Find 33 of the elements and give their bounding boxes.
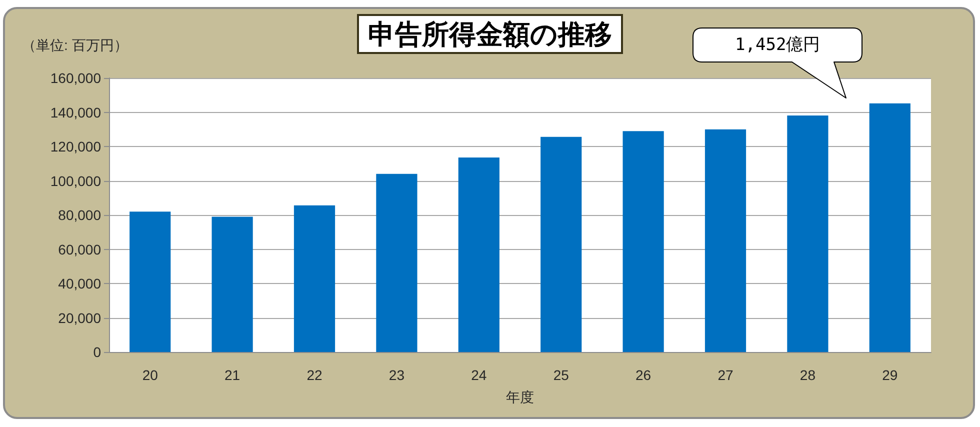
y-tick-label: 120,000	[50, 138, 102, 154]
x-tick-label: 22	[306, 367, 322, 383]
x-tick-label: 20	[142, 367, 158, 383]
x-tick-label: 25	[553, 367, 570, 383]
x-tick-label: 28	[800, 367, 816, 383]
bar	[458, 157, 500, 352]
bar	[704, 129, 746, 352]
y-tick-label: 140,000	[50, 104, 102, 120]
bar	[130, 212, 171, 352]
x-tick-label: 26	[636, 367, 652, 383]
x-tick-label: 23	[388, 367, 405, 383]
bar	[869, 103, 910, 352]
y-tick-label: 80,000	[58, 207, 102, 223]
y-tick-label: 20,000	[58, 310, 102, 326]
y-tick-label: 160,000	[50, 70, 102, 86]
chart-title: 申告所得金額の推移	[368, 20, 612, 50]
text: 1,452億円	[735, 35, 820, 55]
bar	[294, 205, 336, 352]
bar	[540, 136, 582, 352]
x-axis-title: 年度	[506, 389, 534, 405]
x-tick-label: 27	[718, 367, 734, 383]
bar	[787, 116, 828, 352]
y-tick-label: 60,000	[58, 241, 102, 258]
bar	[376, 174, 418, 352]
x-tick-label: 24	[471, 367, 487, 383]
x-tick-label: 21	[224, 367, 240, 383]
x-tick-label: 29	[882, 367, 898, 383]
y-tick-label: 0	[93, 344, 102, 360]
bar	[622, 131, 664, 352]
bar	[212, 216, 253, 352]
y-tick-label: 40,000	[58, 276, 102, 292]
y-tick-label: 100,000	[50, 172, 102, 189]
y-axis-title: （単位: 百万円）	[22, 37, 128, 53]
